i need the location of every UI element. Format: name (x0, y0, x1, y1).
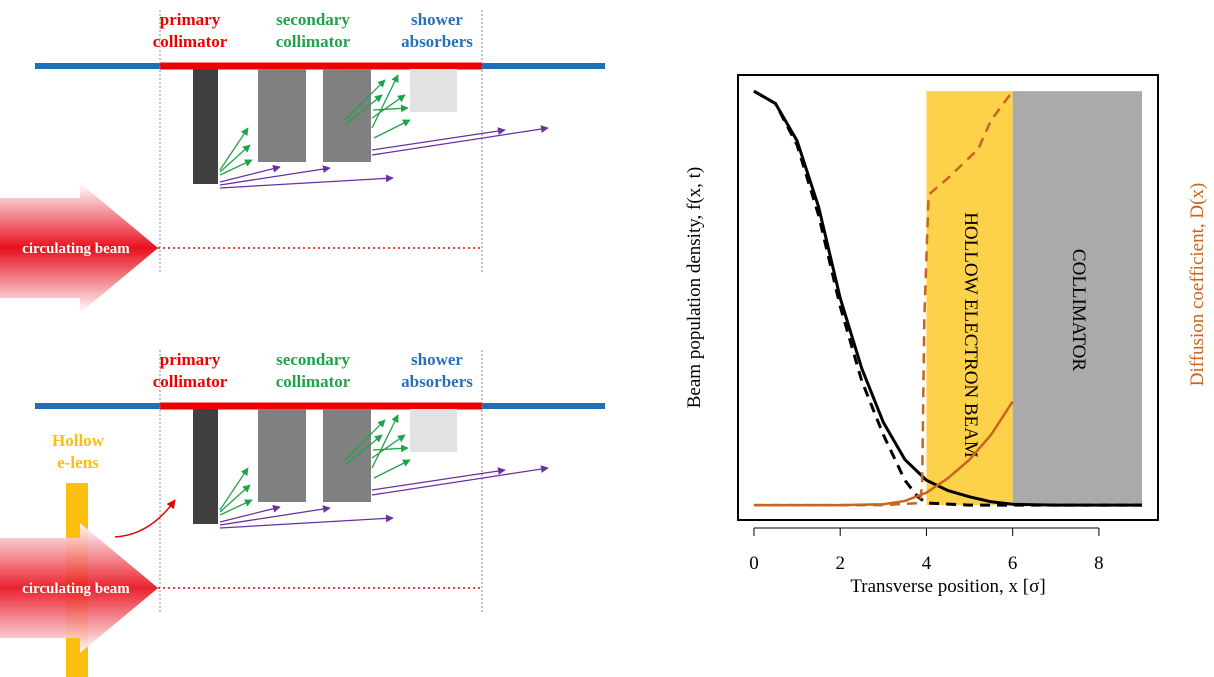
halo-particle (371, 467, 506, 491)
component-label: secondary (276, 350, 350, 369)
secondary-collimator (323, 409, 371, 502)
component-label: collimator (276, 372, 351, 391)
secondary-particle (344, 434, 383, 466)
beam-label: circulating beam (22, 581, 130, 597)
halo-particle (371, 465, 549, 496)
lens-label: Hollow (52, 431, 105, 450)
halo-particle (219, 164, 281, 183)
halo-particle (371, 127, 506, 151)
series-line (753, 90, 1014, 507)
primary-collimator (193, 409, 218, 524)
component-label: collimator (153, 32, 228, 51)
region (926, 91, 1013, 506)
lens-label: e-lens (57, 453, 99, 472)
series-line (753, 400, 1014, 507)
shower-absorber (410, 409, 457, 452)
secondary-particle (373, 119, 411, 139)
halo-particle (371, 125, 549, 156)
component-label: shower (411, 350, 463, 369)
x-tick-label: 8 (1094, 553, 1104, 574)
secondary-particle (344, 419, 386, 461)
plot-frame (737, 74, 1159, 521)
x-axis-label: Transverse position, x [σ] (850, 576, 1045, 597)
beam-label: circulating beam (22, 241, 130, 257)
halo-particle (219, 165, 331, 186)
secondary-particle (372, 444, 409, 453)
secondary-particle (371, 414, 399, 469)
shower-absorber (410, 69, 457, 112)
secondary-particle (344, 79, 386, 121)
secondary-collimator (258, 69, 306, 162)
component-label: collimator (153, 372, 228, 391)
x-tick-label: 2 (835, 553, 845, 574)
secondary-particle (219, 127, 249, 171)
primary-collimator (193, 69, 218, 184)
secondary-particle (219, 467, 249, 511)
panel: primary collimator secondary collimator show… (0, 350, 605, 677)
kick-arrow (114, 499, 176, 538)
halo-particle (219, 514, 394, 529)
beam-arrow (0, 183, 158, 313)
component-label: absorbers (401, 32, 473, 51)
component-label: collimator (276, 32, 351, 51)
region-label: HOLLOW ELECTRON BEAM (960, 212, 981, 458)
x-tick-label: 6 (1008, 553, 1018, 574)
component-label: primary (160, 10, 221, 29)
y2-axis-label: Diffusion coefficient, D(x) (1187, 183, 1208, 387)
x-tick-label: 0 (749, 553, 759, 574)
chart: HOLLOW ELECTRON BEAM COLLIMATOR 0 2 4 6 8 Trans… (684, 74, 1208, 597)
secondary-particle (219, 144, 251, 173)
component-label: shower (411, 10, 463, 29)
region-label: COLLIMATOR (1068, 249, 1089, 371)
secondary-particle (373, 459, 411, 479)
secondary-particle (219, 484, 251, 513)
diagram: primary collimator secondary collimator show… (0, 10, 605, 677)
halo-particle (219, 505, 331, 526)
region (1012, 91, 1143, 506)
secondary-particle (372, 104, 409, 113)
component-label: secondary (276, 10, 350, 29)
secondary-particle (219, 159, 253, 176)
beam-arrow (0, 523, 158, 653)
x-tick-label: 4 (922, 553, 932, 574)
secondary-collimator (258, 409, 306, 502)
secondary-collimator (323, 69, 371, 162)
halo-particle (219, 504, 281, 523)
y-axis-label: Beam population density, f(x, t) (684, 167, 705, 409)
panel: primary collimator secondary collimator show… (0, 10, 605, 313)
secondary-particle (344, 94, 383, 126)
secondary-particle (371, 94, 406, 119)
component-label: absorbers (401, 372, 473, 391)
secondary-particle (219, 499, 253, 516)
secondary-particle (371, 434, 406, 459)
component-label: primary (160, 350, 221, 369)
halo-particle (219, 174, 394, 189)
secondary-particle (371, 74, 399, 129)
